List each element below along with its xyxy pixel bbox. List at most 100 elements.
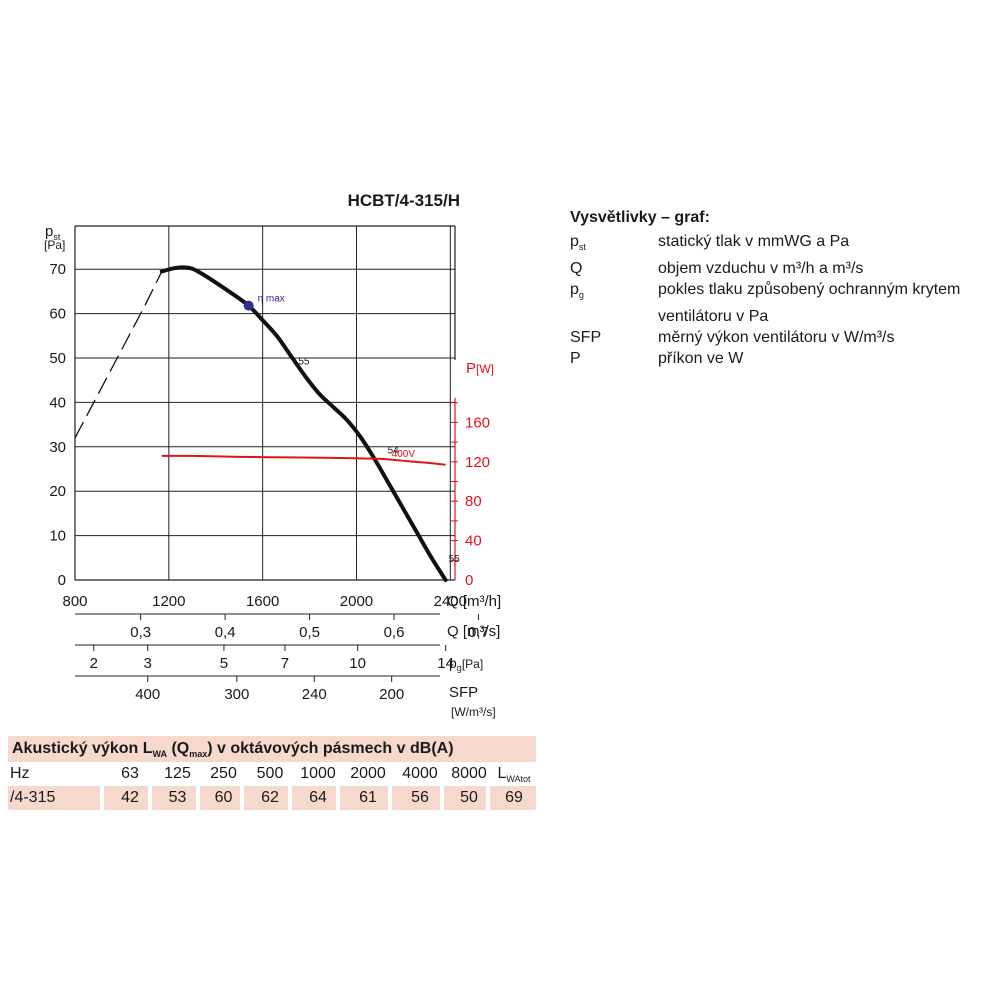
- acoustic-value-cell: 64: [309, 789, 327, 806]
- cell-separator: [240, 786, 244, 810]
- acoustic-value-cell: 56: [411, 789, 429, 806]
- y-tick-label: 70: [49, 261, 66, 278]
- acoustic-value-cell: 61: [359, 789, 377, 806]
- cell-separator: [336, 786, 340, 810]
- hz-label: Hz: [10, 765, 30, 782]
- acoustic-value-cell: 50: [460, 789, 478, 806]
- acoustic-title: Akustický výkon LWA (Qmax) v oktávových …: [8, 736, 536, 762]
- legend-row: SFP měrný výkon ventilátoru v W/m³/s: [570, 327, 995, 348]
- q-m3s-tick-label: 0,3: [130, 624, 151, 641]
- eta-max-point: [243, 300, 254, 311]
- hz-band-cell: 250: [210, 765, 237, 782]
- legend-definition: pokles tlaku způsobený ochranným krytem: [658, 281, 961, 299]
- legend-definition: ventilátoru v Pa: [658, 308, 769, 326]
- legend-definition: objem vzduchu v m³/h a m³/s: [658, 260, 864, 278]
- legend-row: ventilátoru v Pa: [570, 306, 995, 327]
- legend-symbol: pg: [570, 281, 584, 301]
- chart-legend: Vysvětlivky – graf: pst statický tlak v m…: [570, 207, 995, 369]
- pg-label: pg[Pa]: [449, 655, 483, 673]
- power-curve-label: 400V: [392, 449, 416, 460]
- hz-band-cell: 1000: [300, 765, 336, 782]
- q-m3s-tick-label: 0,6: [384, 624, 405, 641]
- legend-symbol: [570, 306, 658, 327]
- hz-band-cell: 8000: [451, 765, 487, 782]
- curve-value-labels: 55 54 55: [298, 357, 460, 566]
- sfp-tick-label: 300: [224, 686, 249, 703]
- chart-title: HCBT/4-315/H: [348, 191, 460, 210]
- pressure-curve: [159, 265, 448, 582]
- pg-tick-label: 10: [349, 655, 366, 672]
- y-tick-label: 40: [49, 394, 66, 411]
- legend-symbol: Q: [570, 260, 583, 278]
- x-axis-label: Q [m³/h]: [447, 593, 501, 610]
- hz-band-cell: 125: [164, 765, 191, 782]
- y-axis-label: pst: [45, 223, 61, 242]
- pressure-curve-dashed: [74, 271, 163, 439]
- auxiliary-scales: 0,3 0,4 0,5 0,6 0,7 2 3 5 7 10 14 400 300 240 200: [75, 613, 489, 703]
- pg-tick-label: 14: [437, 655, 454, 672]
- hz-band-cell: 63: [121, 765, 139, 782]
- x-tick-label: 2000: [340, 593, 373, 610]
- cell-separator: [388, 786, 392, 810]
- curve-value-label: 54: [388, 445, 400, 456]
- sfp-unit: [W/m³/s]: [451, 705, 496, 719]
- y2-axis-label: P[W]: [466, 360, 494, 377]
- pg-tick-label: 7: [281, 655, 289, 672]
- acoustic-value-cell: 53: [168, 789, 187, 806]
- x-tick-label: 1600: [246, 593, 279, 610]
- y-tick-label: 30: [49, 439, 66, 456]
- y2-tick-label: 40: [465, 533, 482, 550]
- legend-definition: měrný výkon ventilátoru v W/m³/s: [658, 329, 895, 347]
- y-tick-label: 20: [49, 483, 66, 500]
- pg-tick-label: 2: [90, 655, 98, 672]
- eta-max-label: η max: [258, 294, 285, 305]
- legend-symbol: pst: [570, 233, 586, 253]
- sfp-tick-label: 200: [379, 686, 404, 703]
- sfp-label: SFP: [449, 684, 478, 701]
- cell-separator: [148, 786, 152, 810]
- legend-definition: příkon ve W: [658, 350, 744, 368]
- cell-separator: [486, 786, 490, 810]
- acoustic-value-cell: 62: [261, 789, 279, 806]
- acoustic-hz-row: Hz 63 125 250 500 1000 2000 4000 8000 LWAtot: [8, 762, 536, 786]
- sfp-tick-label: 240: [302, 686, 327, 703]
- x-tick-label: 2400: [434, 593, 467, 610]
- acoustic-value-cell: 69: [505, 789, 523, 806]
- legend-symbol: SFP: [570, 329, 602, 347]
- y2-tick-label: 80: [465, 493, 482, 510]
- legend-row: pst statický tlak v mmWG a Pa: [570, 231, 995, 258]
- x-tick-label: 1200: [152, 593, 185, 610]
- q-m3s-tick-label: 0,5: [299, 624, 320, 641]
- y-tick-label: 10: [49, 528, 66, 545]
- chart-grid: [74, 225, 458, 581]
- acoustic-value-cell: 42: [121, 789, 139, 806]
- hz-band-cell: 500: [256, 765, 284, 782]
- cell-separator: [100, 786, 104, 810]
- pg-tick-label: 5: [220, 655, 228, 672]
- y-tick-label: 60: [49, 306, 66, 323]
- sfp-tick-label: 400: [135, 686, 160, 703]
- q-m3s-tick-label: 0,7: [468, 624, 489, 641]
- hz-band-cell: 2000: [350, 765, 386, 782]
- model-label: /4-315: [10, 789, 56, 806]
- x-axis-ticks: 800 1200 1600 2000 2400: [62, 593, 467, 610]
- pg-tick-label: 3: [144, 655, 152, 672]
- acoustic-table: Akustický výkon LWA (Qmax) v oktávových …: [8, 736, 536, 810]
- hz-band-cell: 4000: [402, 765, 438, 782]
- y-axis-ticks: 0 10 20 30 40 50 60 70: [49, 261, 66, 589]
- y2-tick-label: 160: [465, 414, 490, 431]
- legend-definition: statický tlak v mmWG a Pa: [658, 233, 850, 250]
- y-tick-label: 0: [58, 572, 66, 589]
- legend-title: Vysvětlivky – graf:: [570, 209, 710, 226]
- y-tick-label: 50: [49, 350, 66, 367]
- acoustic-value-row: /4-315 42 53 60 62 64 61 56 50 69: [8, 786, 536, 810]
- q-m3s-tick-label: 0,4: [215, 624, 236, 641]
- q-m3s-label: Q [m³/s]: [447, 623, 500, 640]
- power-curve: [161, 454, 446, 466]
- curve-value-label: 55: [298, 357, 310, 368]
- y2-axis-ticks: 0 40 80 120 160: [465, 414, 490, 589]
- x-tick-label: 800: [62, 593, 87, 610]
